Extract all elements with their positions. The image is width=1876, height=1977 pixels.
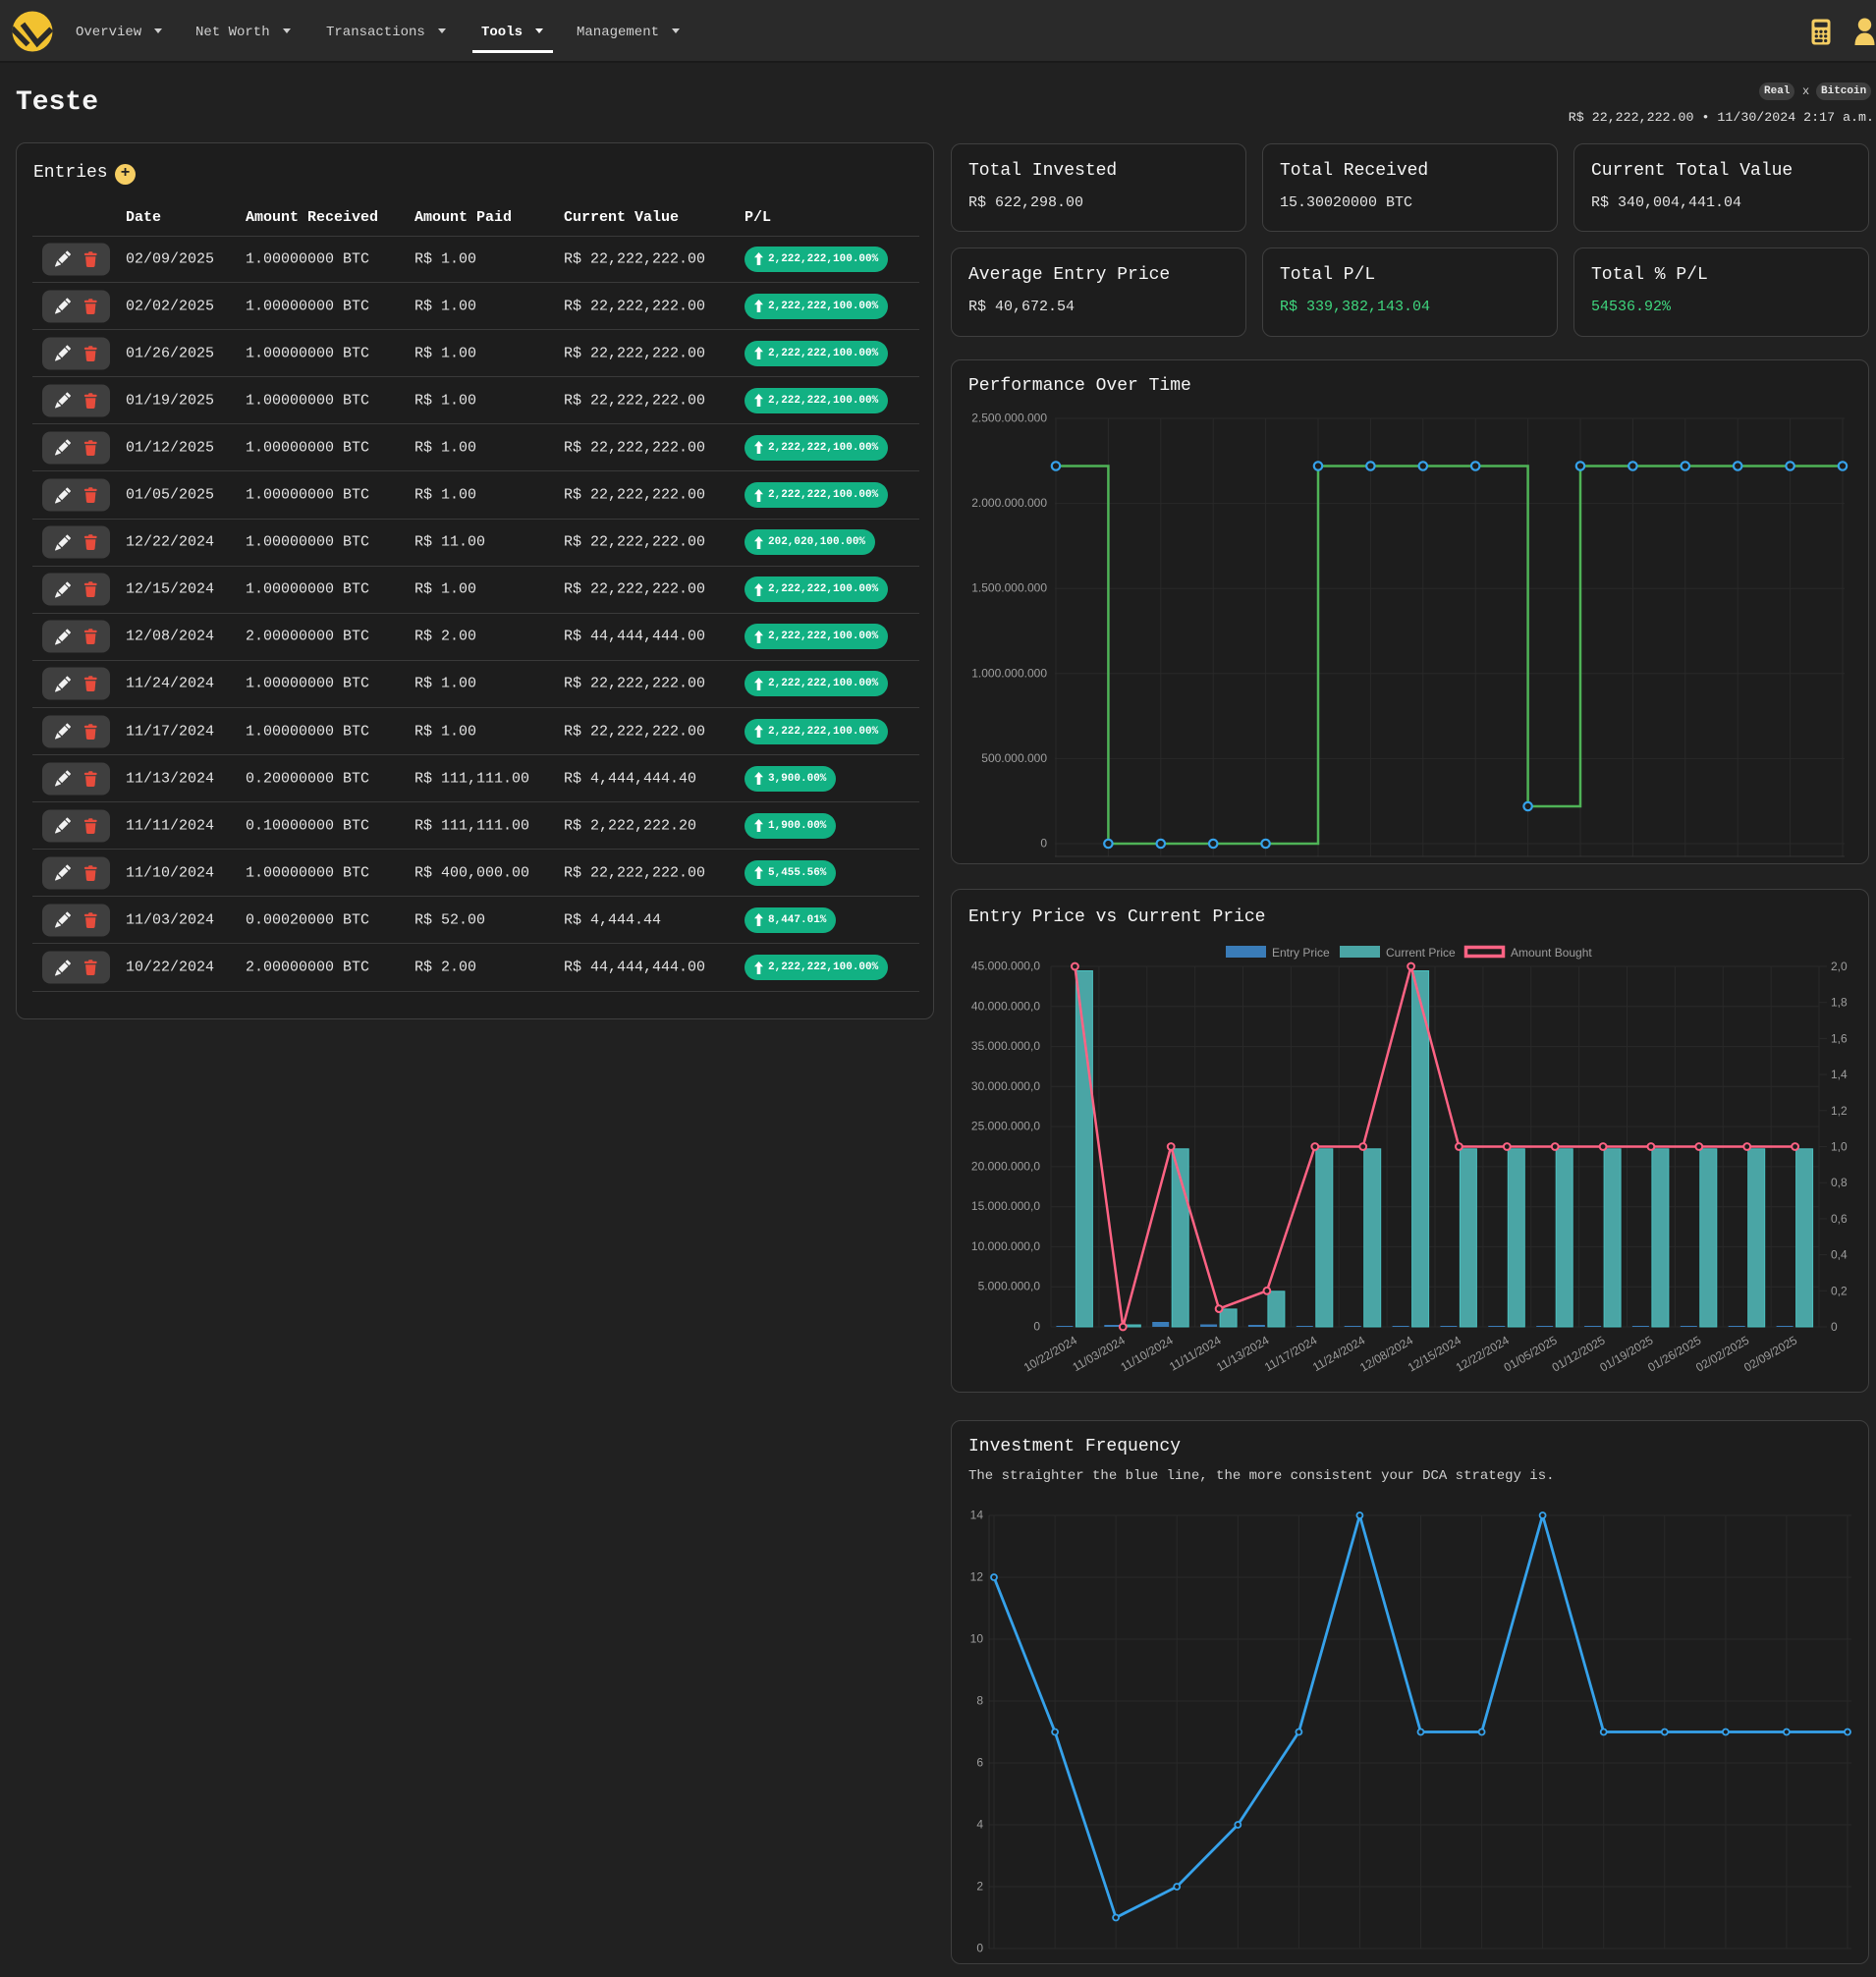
svg-text:2,0: 2,0 xyxy=(1831,960,1848,973)
svg-text:Amount Bought: Amount Bought xyxy=(1511,946,1592,960)
svg-text:0: 0 xyxy=(1033,1320,1040,1334)
svg-text:45.000.000,0: 45.000.000,0 xyxy=(971,960,1040,973)
svg-text:Current Price: Current Price xyxy=(1386,946,1456,960)
svg-text:01/26/2025: 01/26/2025 xyxy=(1645,1333,1703,1374)
svg-text:11/13/2024: 11/13/2024 xyxy=(1214,1333,1272,1374)
svg-text:02/02/2025: 02/02/2025 xyxy=(1693,1333,1751,1374)
svg-text:14: 14 xyxy=(970,1509,984,1522)
svg-text:1.500.000.000: 1.500.000.000 xyxy=(971,581,1047,595)
svg-text:10.000.000,0: 10.000.000,0 xyxy=(971,1239,1040,1253)
svg-text:0,2: 0,2 xyxy=(1831,1284,1848,1297)
svg-text:30.000.000,0: 30.000.000,0 xyxy=(971,1079,1040,1093)
svg-text:11/03/2024: 11/03/2024 xyxy=(1071,1333,1129,1374)
svg-text:11/24/2024: 11/24/2024 xyxy=(1310,1333,1368,1374)
svg-text:1,2: 1,2 xyxy=(1831,1104,1848,1118)
svg-text:1,8: 1,8 xyxy=(1831,996,1848,1010)
svg-text:0: 0 xyxy=(1831,1320,1838,1334)
svg-text:25.000.000,0: 25.000.000,0 xyxy=(971,1120,1040,1133)
svg-text:12: 12 xyxy=(970,1570,984,1584)
svg-text:4: 4 xyxy=(976,1818,983,1832)
svg-text:Entry Price: Entry Price xyxy=(1272,946,1330,960)
svg-text:20.000.000,0: 20.000.000,0 xyxy=(971,1159,1040,1173)
svg-text:0,8: 0,8 xyxy=(1831,1176,1848,1189)
svg-text:02/09/2025: 02/09/2025 xyxy=(1741,1333,1799,1374)
svg-text:2: 2 xyxy=(976,1880,983,1894)
svg-text:40.000.000,0: 40.000.000,0 xyxy=(971,999,1040,1013)
svg-text:12/15/2024: 12/15/2024 xyxy=(1406,1333,1463,1374)
svg-text:0: 0 xyxy=(1040,837,1047,851)
svg-text:6: 6 xyxy=(976,1756,983,1770)
svg-text:500.000.000: 500.000.000 xyxy=(981,751,1047,765)
svg-text:01/19/2025: 01/19/2025 xyxy=(1597,1333,1655,1374)
svg-text:11/11/2024: 11/11/2024 xyxy=(1167,1333,1224,1373)
svg-text:01/12/2025: 01/12/2025 xyxy=(1550,1333,1608,1374)
svg-text:10: 10 xyxy=(970,1632,984,1646)
svg-text:0,6: 0,6 xyxy=(1831,1212,1848,1226)
svg-text:2.500.000.000: 2.500.000.000 xyxy=(971,412,1047,425)
svg-text:8: 8 xyxy=(976,1694,983,1708)
svg-text:11/17/2024: 11/17/2024 xyxy=(1262,1333,1320,1374)
svg-text:1,4: 1,4 xyxy=(1831,1068,1848,1081)
svg-text:1.000.000.000: 1.000.000.000 xyxy=(971,666,1047,680)
svg-text:10/22/2024: 10/22/2024 xyxy=(1021,1333,1079,1374)
svg-text:35.000.000,0: 35.000.000,0 xyxy=(971,1039,1040,1053)
svg-text:12/08/2024: 12/08/2024 xyxy=(1357,1333,1415,1374)
svg-text:1,0: 1,0 xyxy=(1831,1140,1848,1154)
svg-text:5.000.000,0: 5.000.000,0 xyxy=(978,1280,1041,1293)
svg-text:1,6: 1,6 xyxy=(1831,1031,1848,1045)
svg-text:2.000.000.000: 2.000.000.000 xyxy=(971,496,1047,510)
svg-text:0: 0 xyxy=(976,1942,983,1955)
svg-text:12/22/2024: 12/22/2024 xyxy=(1454,1333,1512,1374)
svg-text:0,4: 0,4 xyxy=(1831,1248,1848,1262)
svg-text:15.000.000,0: 15.000.000,0 xyxy=(971,1199,1040,1213)
svg-text:01/05/2025: 01/05/2025 xyxy=(1502,1333,1560,1374)
svg-text:11/10/2024: 11/10/2024 xyxy=(1118,1333,1176,1374)
